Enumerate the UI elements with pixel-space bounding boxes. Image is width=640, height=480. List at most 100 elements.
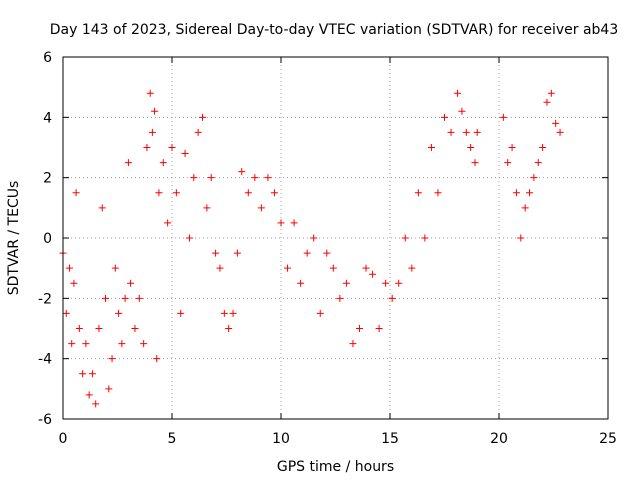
scatter-point [547, 89, 555, 97]
scatter-point [290, 219, 298, 227]
scatter-point [131, 325, 139, 332]
scatter-point [203, 204, 211, 212]
scatter-point [66, 264, 74, 272]
scatter-point [251, 174, 259, 182]
scatter-point [168, 144, 176, 151]
scatter-point [68, 340, 76, 348]
scatter-point [151, 107, 159, 115]
scatter-point [421, 234, 429, 242]
scatter-point [362, 264, 370, 272]
scatter-point [75, 325, 83, 332]
scatter-point [181, 150, 189, 158]
scatter-point [270, 189, 278, 197]
scatter-point [434, 189, 442, 197]
y-axis-label: SDTVAR / TECUs [6, 181, 22, 296]
scatter-point [108, 355, 116, 363]
y-tick-label: -2 [38, 291, 52, 307]
y-tick-label: 6 [43, 50, 52, 66]
scatter-point [62, 309, 70, 317]
scatter-point [121, 294, 129, 302]
scatter-points [59, 89, 564, 408]
scatter-point [508, 144, 516, 151]
scatter-point [98, 204, 106, 212]
scatter-point [316, 309, 324, 317]
scatter-point [105, 385, 113, 393]
scatter-point [194, 128, 202, 136]
scatter-point [257, 204, 265, 212]
scatter-point [539, 144, 547, 151]
scatter-point [146, 89, 154, 97]
scatter-point [159, 159, 167, 167]
scatter-point [82, 340, 90, 348]
scatter-point [521, 204, 529, 212]
scatter-point [140, 340, 148, 348]
scatter-point [225, 325, 233, 332]
scatter-point [447, 128, 455, 136]
scatter-point [102, 294, 110, 302]
scatter-point [388, 294, 396, 302]
scatter-point [233, 249, 241, 257]
scatter-point [92, 400, 100, 408]
scatter-point [401, 234, 409, 242]
scatter-point [216, 264, 224, 272]
scatter-point [517, 234, 525, 242]
scatter-point [471, 159, 479, 167]
scatter-point [172, 189, 180, 197]
tick-labels: 0 5 10 15 20 25 -6 -4 -2 0 2 4 6 [38, 50, 617, 447]
scatter-point [229, 309, 237, 317]
scatter-point [395, 279, 403, 287]
scatter-point [526, 189, 534, 197]
scatter-point [164, 219, 172, 227]
x-tick-label: 20 [490, 431, 508, 447]
scatter-point [543, 98, 551, 106]
scatter-point [329, 264, 337, 272]
y-tick-label: 2 [43, 171, 52, 187]
grid-lines [63, 57, 608, 419]
scatter-point [190, 174, 198, 182]
scatter-point [462, 128, 470, 136]
scatter-point [441, 113, 448, 121]
scatter-point [155, 189, 163, 197]
scatter-point [355, 325, 363, 332]
y-tick-label: 4 [43, 110, 52, 126]
scatter-point [512, 189, 520, 197]
scatter-point [473, 128, 481, 136]
scatter-point [369, 270, 377, 278]
scatter-point [277, 219, 285, 227]
scatter-point [185, 234, 193, 242]
scatter-point [284, 264, 292, 272]
scatter-point [95, 325, 103, 332]
scatter-point [70, 279, 78, 287]
scatter-point [530, 174, 538, 182]
scatter-point [552, 119, 560, 127]
scatter-point [427, 144, 435, 151]
scatter-point [408, 264, 416, 272]
scatter-point [504, 159, 512, 167]
scatter-point [127, 279, 135, 287]
y-tick-label: -4 [38, 352, 52, 368]
scatter-point [310, 234, 318, 242]
scatter-point [454, 89, 462, 97]
scatter-point [414, 189, 422, 197]
scatter-point [264, 174, 272, 182]
scatter-point [375, 325, 383, 332]
scatter-point [177, 309, 185, 317]
scatter-point [499, 113, 507, 121]
scatter-point [124, 159, 132, 167]
scatter-point [303, 249, 311, 257]
scatter-point [534, 159, 542, 167]
scatter-point [111, 264, 119, 272]
scatter-point [323, 249, 331, 257]
scatter-point [85, 391, 93, 399]
x-tick-label: 10 [272, 431, 290, 447]
scatter-point [118, 340, 126, 348]
y-tick-label: -6 [38, 412, 52, 428]
scatter-point [220, 309, 228, 317]
scatter-point [135, 294, 143, 302]
x-tick-label: 5 [168, 431, 177, 447]
scatter-point [458, 107, 466, 115]
scatter-point [79, 370, 87, 378]
chart-title: Day 143 of 2023, Sidereal Day-to-day VTE… [50, 22, 619, 38]
scatter-point [143, 144, 151, 151]
